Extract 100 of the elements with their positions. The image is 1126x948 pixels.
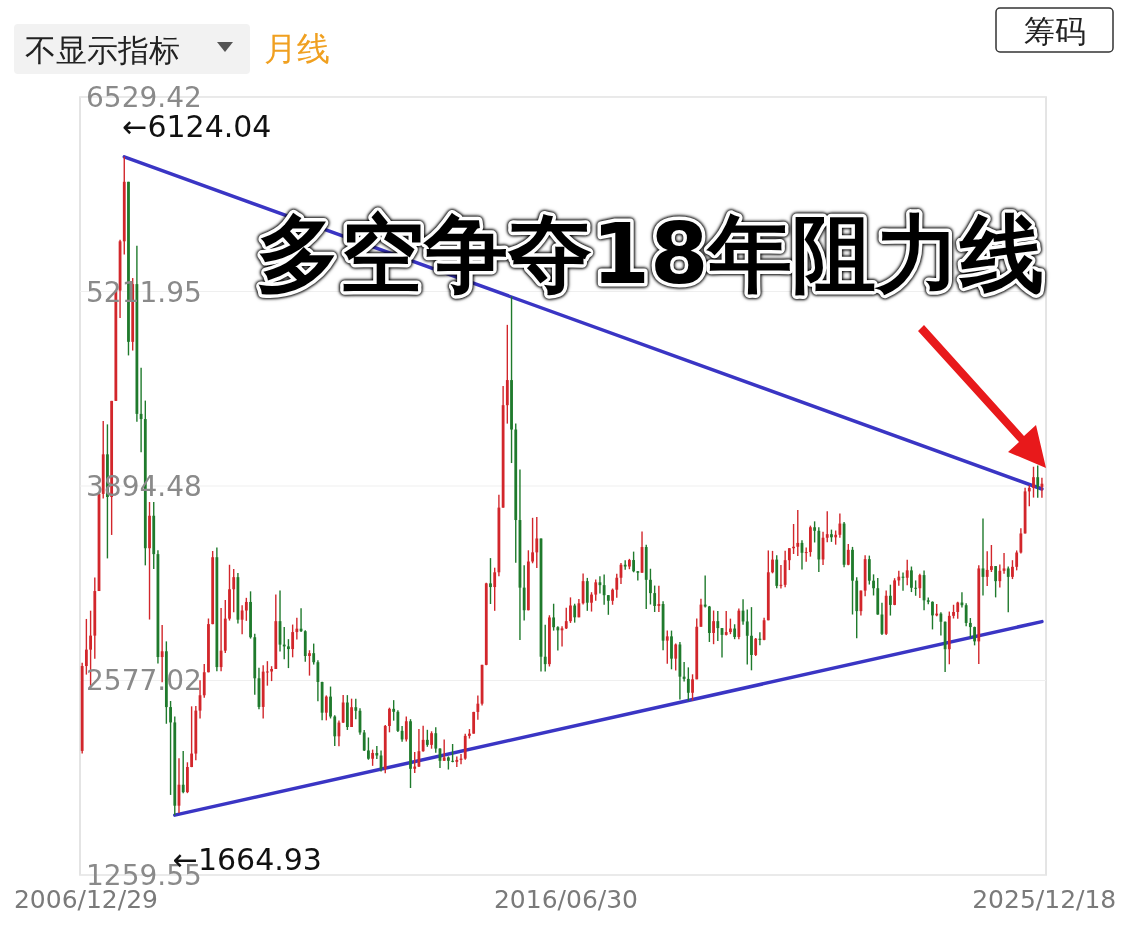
candlestick — [552, 603, 556, 632]
candlestick — [362, 729, 366, 752]
x-tick-label: 2006/12/29 — [13, 885, 159, 914]
candlestick — [745, 608, 749, 666]
candlestick — [341, 694, 345, 724]
candlestick — [985, 550, 989, 587]
candlestick — [476, 694, 480, 721]
candlestick — [228, 564, 231, 622]
candlestick — [893, 577, 896, 606]
candlestick — [1019, 527, 1023, 555]
candlestick — [543, 624, 547, 673]
candlestick — [354, 698, 358, 720]
candlestick — [888, 583, 892, 617]
candlestick — [333, 714, 337, 747]
candlestick — [430, 730, 433, 750]
candlestick — [611, 587, 614, 606]
text: 不显示指标 — [25, 32, 180, 68]
candlestick — [265, 660, 269, 687]
candlestick — [244, 597, 248, 622]
candlestick — [324, 694, 328, 722]
candlestick — [682, 661, 686, 683]
candlestick — [1032, 466, 1035, 499]
candlestick — [653, 584, 657, 613]
candlestick — [455, 755, 459, 768]
x-tick-label: 2025/12/18 — [972, 885, 1117, 914]
candlestick — [825, 510, 829, 544]
candlestick — [758, 631, 762, 646]
candlestick — [564, 607, 568, 630]
candlestick — [329, 685, 332, 720]
candlestick — [724, 610, 728, 637]
text: 筹码 — [1023, 13, 1086, 49]
candlestick — [207, 617, 210, 674]
candlestick — [615, 573, 619, 599]
candlestick — [291, 623, 295, 659]
candlestick — [703, 574, 707, 609]
candlestick — [202, 663, 206, 699]
candlestick — [148, 501, 151, 621]
candlestick — [1015, 549, 1019, 572]
candlestick — [712, 609, 715, 645]
candlestick — [190, 705, 194, 768]
candlestick — [493, 567, 497, 612]
candlestick — [1011, 559, 1014, 580]
candlestick — [186, 761, 189, 794]
candlestick — [594, 578, 598, 602]
candlestick — [287, 638, 290, 669]
candlestick — [606, 594, 610, 616]
candlestick — [851, 546, 854, 616]
candlestick — [754, 637, 758, 657]
candlestick — [990, 544, 993, 573]
candlestick — [1027, 484, 1031, 507]
candlestick — [804, 546, 808, 563]
candlestick — [809, 524, 812, 558]
candlestick — [707, 605, 711, 643]
candlestick — [918, 573, 922, 599]
candlestick — [623, 559, 627, 571]
candlestick — [232, 568, 236, 613]
candlestick — [522, 564, 526, 622]
candlestick — [628, 558, 631, 570]
candlestick — [585, 577, 589, 612]
candlestick — [994, 565, 998, 599]
candlestick — [910, 565, 913, 593]
candlestick — [573, 603, 577, 624]
candlestick — [632, 550, 636, 573]
candlestick — [556, 625, 560, 652]
x-tick-label: 2016/06/30 — [493, 885, 639, 914]
candlestick — [716, 610, 720, 642]
candlestick — [1006, 565, 1010, 613]
candlestick — [729, 617, 732, 635]
candlestick — [240, 604, 244, 635]
candlestick — [830, 528, 833, 543]
candlestick — [548, 614, 551, 668]
candlestick — [590, 591, 593, 613]
candlestick — [388, 706, 391, 734]
candlestick — [838, 512, 842, 539]
candlestick — [964, 602, 968, 628]
candlestick — [931, 600, 934, 631]
candlestick — [442, 738, 446, 762]
candlestick — [665, 629, 669, 665]
candlestick — [421, 725, 425, 753]
candlestick — [308, 649, 311, 677]
candlestick — [691, 673, 694, 702]
candlestick — [489, 557, 492, 605]
candlestick — [897, 569, 901, 587]
candlestick — [371, 748, 375, 767]
candlestick — [169, 700, 172, 796]
candlestick — [446, 755, 450, 771]
candlestick — [84, 618, 88, 676]
candlestick — [998, 563, 1002, 589]
candlestick — [602, 573, 606, 606]
candlestick — [750, 606, 753, 672]
candlestick — [636, 570, 640, 582]
candlestick — [939, 611, 943, 637]
candlestick — [392, 699, 396, 722]
candlestick — [451, 743, 454, 763]
candlestick — [952, 604, 955, 620]
candlestick — [409, 718, 412, 789]
candlestick — [139, 367, 143, 453]
candlestick — [468, 728, 471, 740]
candlestick — [813, 520, 817, 544]
candlestick — [367, 736, 370, 761]
